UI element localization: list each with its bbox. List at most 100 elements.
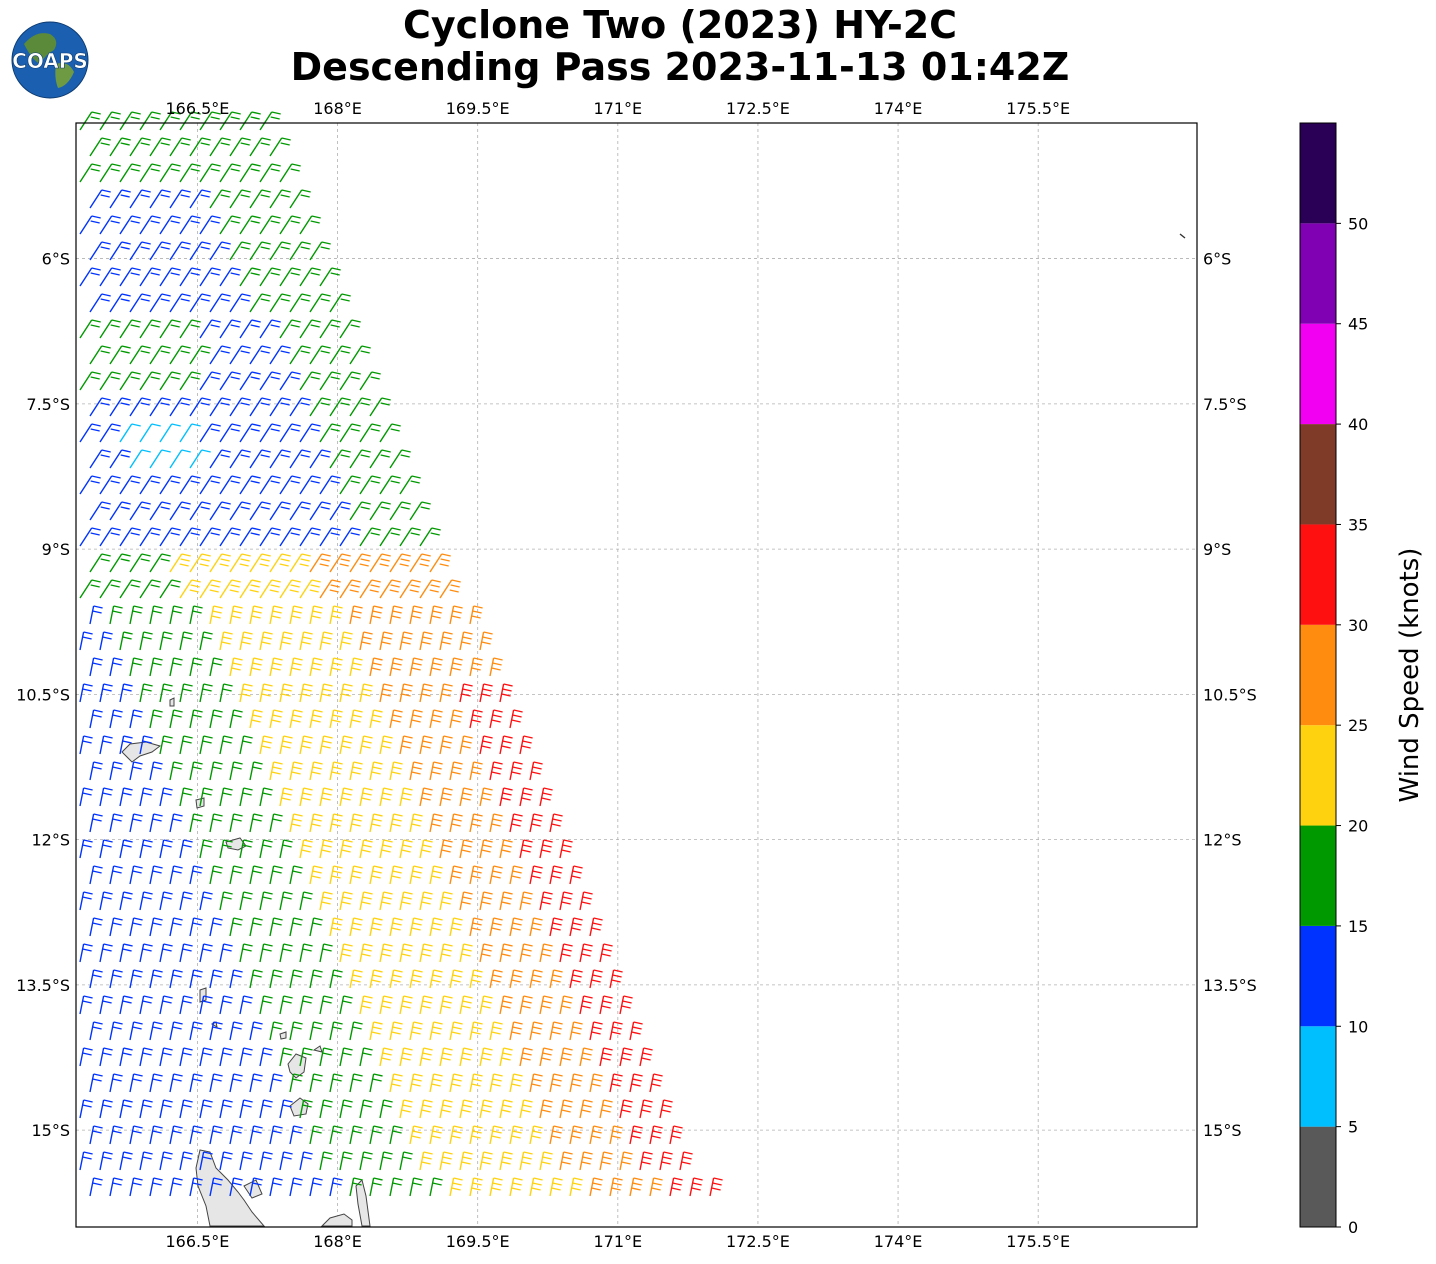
wind-barb-icon xyxy=(529,917,543,937)
wind-barb-icon xyxy=(459,631,473,651)
colorbar-segment xyxy=(1300,223,1336,324)
wind-barb-icon xyxy=(239,995,253,1015)
wind-barb-icon xyxy=(569,1177,583,1197)
wind-barb-icon xyxy=(489,657,503,677)
wind-barb-icon xyxy=(189,241,211,261)
wind-barb-icon xyxy=(149,1073,163,1093)
wind-barb-icon xyxy=(209,345,231,365)
wind-barb-icon xyxy=(199,735,213,755)
colorbar-frame xyxy=(1299,122,1337,1228)
wind-barb-icon xyxy=(129,917,143,937)
wind-barb-icon xyxy=(219,319,241,339)
wind-barb-icon xyxy=(149,761,163,781)
wind-barb-icon xyxy=(229,917,243,937)
wind-barb-icon xyxy=(109,1125,123,1145)
wind-barb-icon xyxy=(369,657,383,677)
wind-barb-icon xyxy=(359,735,373,755)
wind-barb-icon xyxy=(229,813,243,833)
wind-barb-icon xyxy=(399,943,413,963)
wind-barb-icon xyxy=(129,813,143,833)
wind-barb-icon xyxy=(219,891,233,911)
wind-barb-icon xyxy=(359,527,381,547)
wind-barb-icon xyxy=(369,813,383,833)
wind-barb-icon xyxy=(209,241,231,261)
wind-barb-icon xyxy=(209,397,231,417)
wind-barb-icon xyxy=(239,943,253,963)
wind-barb-icon xyxy=(579,1099,593,1119)
lat-tick-right: 12°S xyxy=(1203,831,1242,850)
wind-barb-icon xyxy=(99,527,121,547)
wind-barb-icon xyxy=(329,397,351,417)
wind-barb-icon xyxy=(199,371,221,391)
wind-barb-icon xyxy=(219,475,241,495)
wind-barb-icon xyxy=(259,839,273,859)
wind-barb-icon xyxy=(109,813,123,833)
wind-barb-icon xyxy=(219,995,233,1015)
wind-barb-icon xyxy=(219,579,241,599)
wind-barb-icon xyxy=(279,527,301,547)
wind-barb-icon xyxy=(79,1099,93,1119)
lon-tick-bottom: 171°E xyxy=(593,1232,642,1251)
wind-barb-icon xyxy=(399,995,413,1015)
wind-barb-icon xyxy=(89,449,111,469)
wind-barb-icon xyxy=(349,1177,363,1197)
wind-barb-icon xyxy=(189,449,211,469)
wind-barb-icon xyxy=(359,839,373,859)
wind-barb-icon xyxy=(199,1151,213,1171)
wind-barb-icon xyxy=(139,215,161,235)
wind-barb-icon xyxy=(539,995,553,1015)
wind-barb-icon xyxy=(169,813,183,833)
wind-barb-icon xyxy=(289,501,311,521)
wind-barb-icon xyxy=(209,1073,223,1093)
wind-barb-icon xyxy=(339,1099,353,1119)
wind-barb-icon xyxy=(109,397,131,417)
wind-barb-icon xyxy=(419,1047,433,1067)
wind-barb-icon xyxy=(319,943,333,963)
wind-barb-icon xyxy=(179,1047,193,1067)
wind-barb-icon xyxy=(509,1125,523,1145)
wind-barb-icon xyxy=(269,345,291,365)
wind-barb-icon xyxy=(269,449,291,469)
wind-barb-icon xyxy=(249,605,263,625)
wind-barb-icon xyxy=(319,1099,333,1119)
wind-barb-icon xyxy=(319,631,333,651)
wind-barb-icon xyxy=(529,1177,543,1197)
wind-barb-icon xyxy=(609,1125,623,1145)
colorbar-tick-label: 25 xyxy=(1348,716,1368,735)
wind-barb-icon xyxy=(289,605,303,625)
wind-barb-icon xyxy=(159,267,181,287)
wind-barb-icon xyxy=(469,761,483,781)
wind-barb-icon xyxy=(139,475,161,495)
wind-barb-icon xyxy=(279,891,293,911)
wind-barb-icon xyxy=(379,943,393,963)
wind-barb-icon xyxy=(269,1021,283,1041)
wind-barb-icon xyxy=(219,423,241,443)
wind-barb-icon xyxy=(359,995,373,1015)
wind-barb-icon xyxy=(519,1151,533,1171)
wind-barb-icon xyxy=(239,267,261,287)
wind-barb-icon xyxy=(79,891,93,911)
lon-tick-bottom: 175.5°E xyxy=(1006,1232,1070,1251)
wind-barb-icon xyxy=(619,1151,633,1171)
wind-barb-icon xyxy=(329,1125,343,1145)
wind-barb-icon xyxy=(199,631,213,651)
wind-barb-icon xyxy=(289,449,311,469)
wind-barb-icon xyxy=(439,839,453,859)
wind-barb-icon xyxy=(139,787,153,807)
wind-barb-icon xyxy=(419,787,433,807)
wind-barb-icon xyxy=(299,631,313,651)
wind-barb-icon xyxy=(349,449,371,469)
wind-barb-icon xyxy=(439,631,453,651)
wind-barb-icon xyxy=(349,865,363,885)
island xyxy=(169,697,175,707)
wind-barb-icon xyxy=(99,995,113,1015)
wind-barb-icon xyxy=(139,579,161,599)
wind-barb-icon xyxy=(529,813,543,833)
wind-barb-icon xyxy=(269,761,283,781)
lon-tick-top: 171°E xyxy=(593,99,642,118)
wind-barb-icon xyxy=(649,1073,663,1093)
wind-barb-icon xyxy=(539,1047,553,1067)
wind-barb-icon xyxy=(389,1177,403,1197)
wind-barb-icon xyxy=(299,683,313,703)
